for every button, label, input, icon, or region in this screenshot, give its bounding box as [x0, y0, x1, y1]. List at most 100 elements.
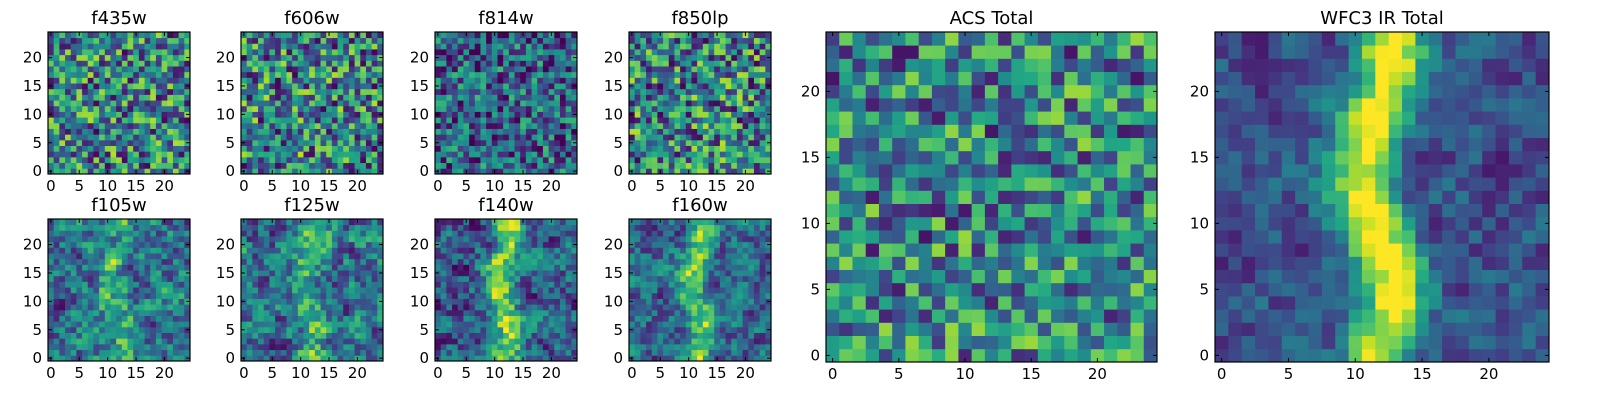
heatmap-cell — [320, 43, 327, 50]
heatmap-cell — [531, 66, 538, 73]
heatmap-cell — [680, 321, 687, 328]
heatmap-cell — [343, 338, 350, 345]
heatmap-cell — [99, 287, 106, 294]
heatmap-cell — [748, 111, 755, 118]
heatmap-cell — [571, 224, 578, 231]
heatmap-cell — [559, 304, 567, 311]
heatmap-cell — [542, 60, 549, 67]
heatmap-cell — [440, 168, 447, 175]
heatmap-cell — [121, 219, 128, 226]
heatmap-cell — [93, 156, 100, 164]
heatmap-cell — [685, 117, 692, 124]
heatmap-cell — [440, 145, 447, 152]
heatmap-cell — [503, 94, 510, 101]
heatmap-cell — [275, 162, 282, 169]
heatmap-cell — [554, 338, 561, 345]
heatmap-cell — [759, 94, 766, 101]
heatmap-cell — [178, 355, 185, 362]
heatmap-cell — [554, 151, 561, 158]
heatmap-cell — [719, 281, 726, 288]
heatmap-cell — [765, 281, 772, 288]
heatmap-cell — [531, 156, 538, 164]
heatmap-cell — [457, 156, 464, 164]
heatmap-cell — [674, 105, 681, 112]
heatmap-cell — [320, 71, 327, 78]
heatmap-cell — [377, 258, 384, 265]
heatmap-cell — [150, 156, 157, 164]
heatmap-cell — [167, 122, 174, 129]
heatmap-cell — [326, 100, 333, 107]
heatmap-cell — [178, 253, 185, 260]
heatmap-cell — [343, 43, 350, 50]
heatmap-cell — [531, 88, 538, 95]
heatmap-cell — [514, 122, 521, 129]
heatmap-cell — [497, 224, 504, 231]
heatmap-cell — [759, 122, 766, 129]
heatmap-cell — [297, 128, 304, 135]
heatmap-cell — [286, 66, 293, 73]
heatmap-cell — [314, 111, 321, 118]
heatmap-cell — [121, 88, 128, 95]
heatmap-cell — [514, 134, 521, 141]
heatmap-cell — [731, 134, 738, 141]
heatmap-cell — [343, 128, 350, 135]
heatmap-cell — [435, 338, 442, 345]
heatmap-cell — [150, 287, 157, 294]
heatmap-cell — [138, 71, 145, 78]
heatmap-cell — [559, 117, 567, 124]
heatmap-cell — [48, 224, 55, 231]
heatmap-cell — [252, 230, 259, 237]
heatmap-cell — [668, 77, 675, 84]
heatmap-cell — [53, 54, 60, 61]
heatmap-cell — [280, 162, 287, 169]
heatmap-cell — [178, 264, 185, 271]
heatmap-cell — [309, 105, 316, 112]
heatmap-cell — [275, 168, 282, 175]
heatmap-cell — [70, 304, 77, 311]
heatmap-cell — [150, 83, 157, 90]
heatmap-cell — [480, 247, 487, 254]
heatmap-cell — [446, 338, 453, 345]
heatmap-cell — [571, 105, 578, 112]
heatmap-cell — [525, 292, 532, 299]
heatmap-cell — [53, 292, 60, 299]
heatmap-cell — [542, 332, 549, 339]
heatmap-cell — [252, 253, 259, 260]
heatmap-cell — [452, 281, 459, 288]
heatmap-cell — [360, 122, 367, 129]
heatmap-cell — [537, 139, 544, 146]
heatmap-cell — [138, 338, 145, 345]
heatmap-cell — [377, 94, 384, 101]
heatmap-cell — [725, 309, 732, 316]
heatmap-cell — [172, 151, 180, 158]
heatmap-cell — [133, 309, 140, 316]
heatmap-cell — [559, 298, 567, 305]
heatmap-cell — [702, 94, 709, 101]
heatmap-cell — [280, 309, 287, 316]
heatmap-cell — [486, 338, 493, 345]
heatmap-cell — [337, 264, 344, 271]
heatmap-cell — [365, 49, 373, 56]
heatmap-cell — [87, 270, 94, 277]
heatmap-cell — [514, 321, 521, 328]
heatmap-cell — [446, 241, 453, 248]
heatmap-cell — [491, 287, 498, 294]
heatmap-cell — [76, 253, 83, 260]
heatmap-cell — [554, 332, 561, 339]
heatmap-cell — [759, 151, 766, 158]
heatmap-cell — [520, 315, 527, 322]
heatmap-cell — [70, 100, 77, 107]
heatmap-cell — [292, 111, 299, 118]
heatmap-cell — [286, 60, 293, 67]
heatmap-cell — [138, 32, 145, 39]
heatmap-cell — [520, 60, 527, 67]
heatmap-cell — [674, 332, 681, 339]
heatmap-cell — [354, 270, 361, 277]
heatmap-cell — [82, 43, 89, 50]
heatmap-cell — [565, 298, 572, 305]
heatmap-cell — [348, 287, 355, 294]
heatmap-cell — [314, 168, 321, 175]
heatmap-cell — [320, 349, 327, 356]
heatmap-cell — [286, 287, 293, 294]
